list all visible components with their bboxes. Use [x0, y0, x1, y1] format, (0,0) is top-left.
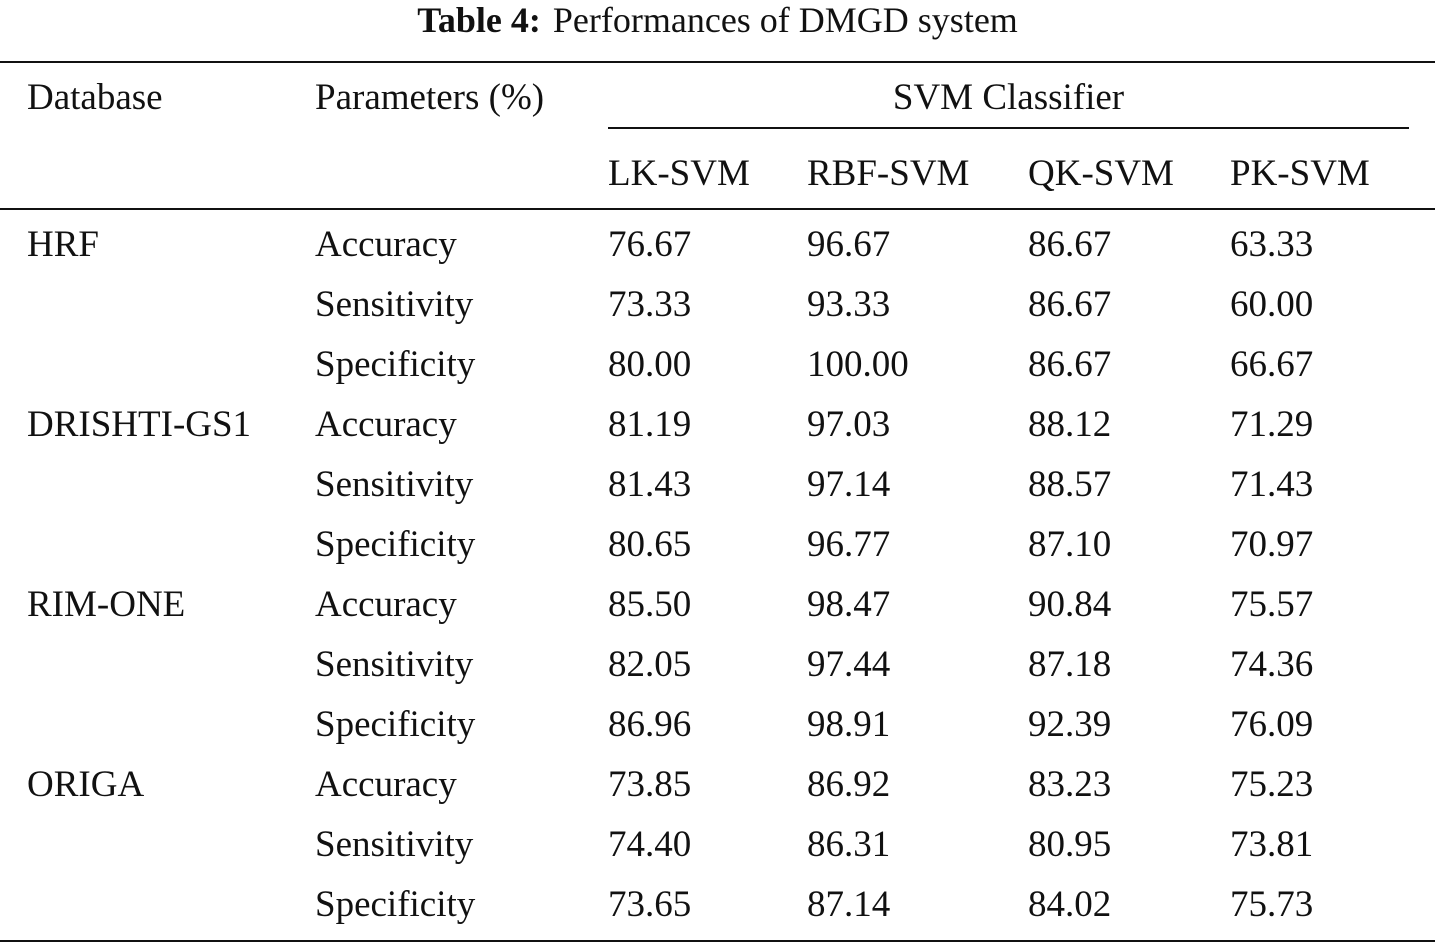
cell-lk-svm: 80.65: [608, 524, 692, 565]
cell-pk-svm: 73.81: [1230, 824, 1314, 865]
cell-parameter: Accuracy: [315, 404, 457, 445]
cell-pk-svm: 71.43: [1230, 464, 1314, 505]
cell-qk-svm: 83.23: [1028, 764, 1112, 805]
cell-pk-svm: 75.73: [1230, 884, 1314, 925]
cell-qk-svm: 92.39: [1028, 704, 1112, 745]
cell-pk-svm: 75.23: [1230, 764, 1314, 805]
header-svm-classifier: SVM Classifier: [892, 77, 1125, 118]
cell-parameter: Specificity: [315, 524, 476, 565]
cell-parameter: Sensitivity: [315, 284, 474, 325]
cell-rbf-svm: 96.67: [807, 224, 891, 265]
table-caption: Table 4: Performances of DMGD system: [0, 0, 1435, 40]
cell-lk-svm: 86.96: [608, 704, 692, 745]
header-database: Database: [27, 77, 163, 118]
table-caption-label: Table 4:: [417, 0, 541, 40]
cell-database: HRF: [27, 224, 99, 265]
cell-pk-svm: 60.00: [1230, 284, 1314, 325]
cell-lk-svm: 80.00: [608, 344, 692, 385]
cell-parameter: Specificity: [315, 344, 476, 385]
cell-rbf-svm: 86.31: [807, 824, 891, 865]
cell-lk-svm: 85.50: [608, 584, 692, 625]
cell-qk-svm: 84.02: [1028, 884, 1112, 925]
bottom-rule: [0, 940, 1435, 942]
header-rule: [0, 208, 1435, 210]
cell-qk-svm: 86.67: [1028, 344, 1112, 385]
cell-database: RIM-ONE: [27, 584, 186, 625]
cell-pk-svm: 66.67: [1230, 344, 1314, 385]
cell-rbf-svm: 97.14: [807, 464, 891, 505]
cell-rbf-svm: 93.33: [807, 284, 891, 325]
cell-lk-svm: 74.40: [608, 824, 692, 865]
cell-rbf-svm: 97.03: [807, 404, 891, 445]
cell-parameter: Specificity: [315, 704, 476, 745]
cell-database: ORIGA: [27, 764, 145, 805]
cell-qk-svm: 87.10: [1028, 524, 1112, 565]
cell-rbf-svm: 87.14: [807, 884, 891, 925]
cell-pk-svm: 70.97: [1230, 524, 1314, 565]
cell-qk-svm: 90.84: [1028, 584, 1112, 625]
cell-qk-svm: 88.57: [1028, 464, 1112, 505]
cell-lk-svm: 81.19: [608, 404, 692, 445]
cell-rbf-svm: 100.00: [807, 344, 909, 385]
cell-lk-svm: 81.43: [608, 464, 692, 505]
cell-lk-svm: 82.05: [608, 644, 692, 685]
cell-qk-svm: 88.12: [1028, 404, 1112, 445]
cell-parameter: Accuracy: [315, 224, 457, 265]
cell-pk-svm: 63.33: [1230, 224, 1314, 265]
cell-qk-svm: 80.95: [1028, 824, 1112, 865]
cell-rbf-svm: 98.47: [807, 584, 891, 625]
cell-pk-svm: 74.36: [1230, 644, 1314, 685]
cell-parameter: Accuracy: [315, 764, 457, 805]
cell-parameter: Specificity: [315, 884, 476, 925]
cell-pk-svm: 75.57: [1230, 584, 1314, 625]
cell-lk-svm: 76.67: [608, 224, 692, 265]
cell-pk-svm: 71.29: [1230, 404, 1314, 445]
header-pk-svm: PK-SVM: [1230, 153, 1370, 194]
cell-qk-svm: 86.67: [1028, 224, 1112, 265]
top-rule: [0, 61, 1435, 63]
cell-rbf-svm: 96.77: [807, 524, 891, 565]
cell-rbf-svm: 86.92: [807, 764, 891, 805]
cell-parameter: Sensitivity: [315, 464, 474, 505]
cell-lk-svm: 73.85: [608, 764, 692, 805]
table-caption-text: Performances of DMGD system: [552, 0, 1018, 40]
cell-rbf-svm: 98.91: [807, 704, 891, 745]
header-rbf-svm: RBF-SVM: [807, 153, 970, 194]
cell-qk-svm: 87.18: [1028, 644, 1112, 685]
cell-qk-svm: 86.67: [1028, 284, 1112, 325]
cell-pk-svm: 76.09: [1230, 704, 1314, 745]
group-rule: [608, 127, 1409, 129]
header-lk-svm: LK-SVM: [608, 153, 750, 194]
cell-database: DRISHTI-GS1: [27, 404, 252, 445]
cell-parameter: Sensitivity: [315, 824, 474, 865]
cell-lk-svm: 73.65: [608, 884, 692, 925]
header-qk-svm: QK-SVM: [1028, 153, 1174, 194]
cell-parameter: Sensitivity: [315, 644, 474, 685]
header-parameters: Parameters (%): [315, 77, 545, 118]
cell-parameter: Accuracy: [315, 584, 457, 625]
cell-rbf-svm: 97.44: [807, 644, 891, 685]
cell-lk-svm: 73.33: [608, 284, 692, 325]
